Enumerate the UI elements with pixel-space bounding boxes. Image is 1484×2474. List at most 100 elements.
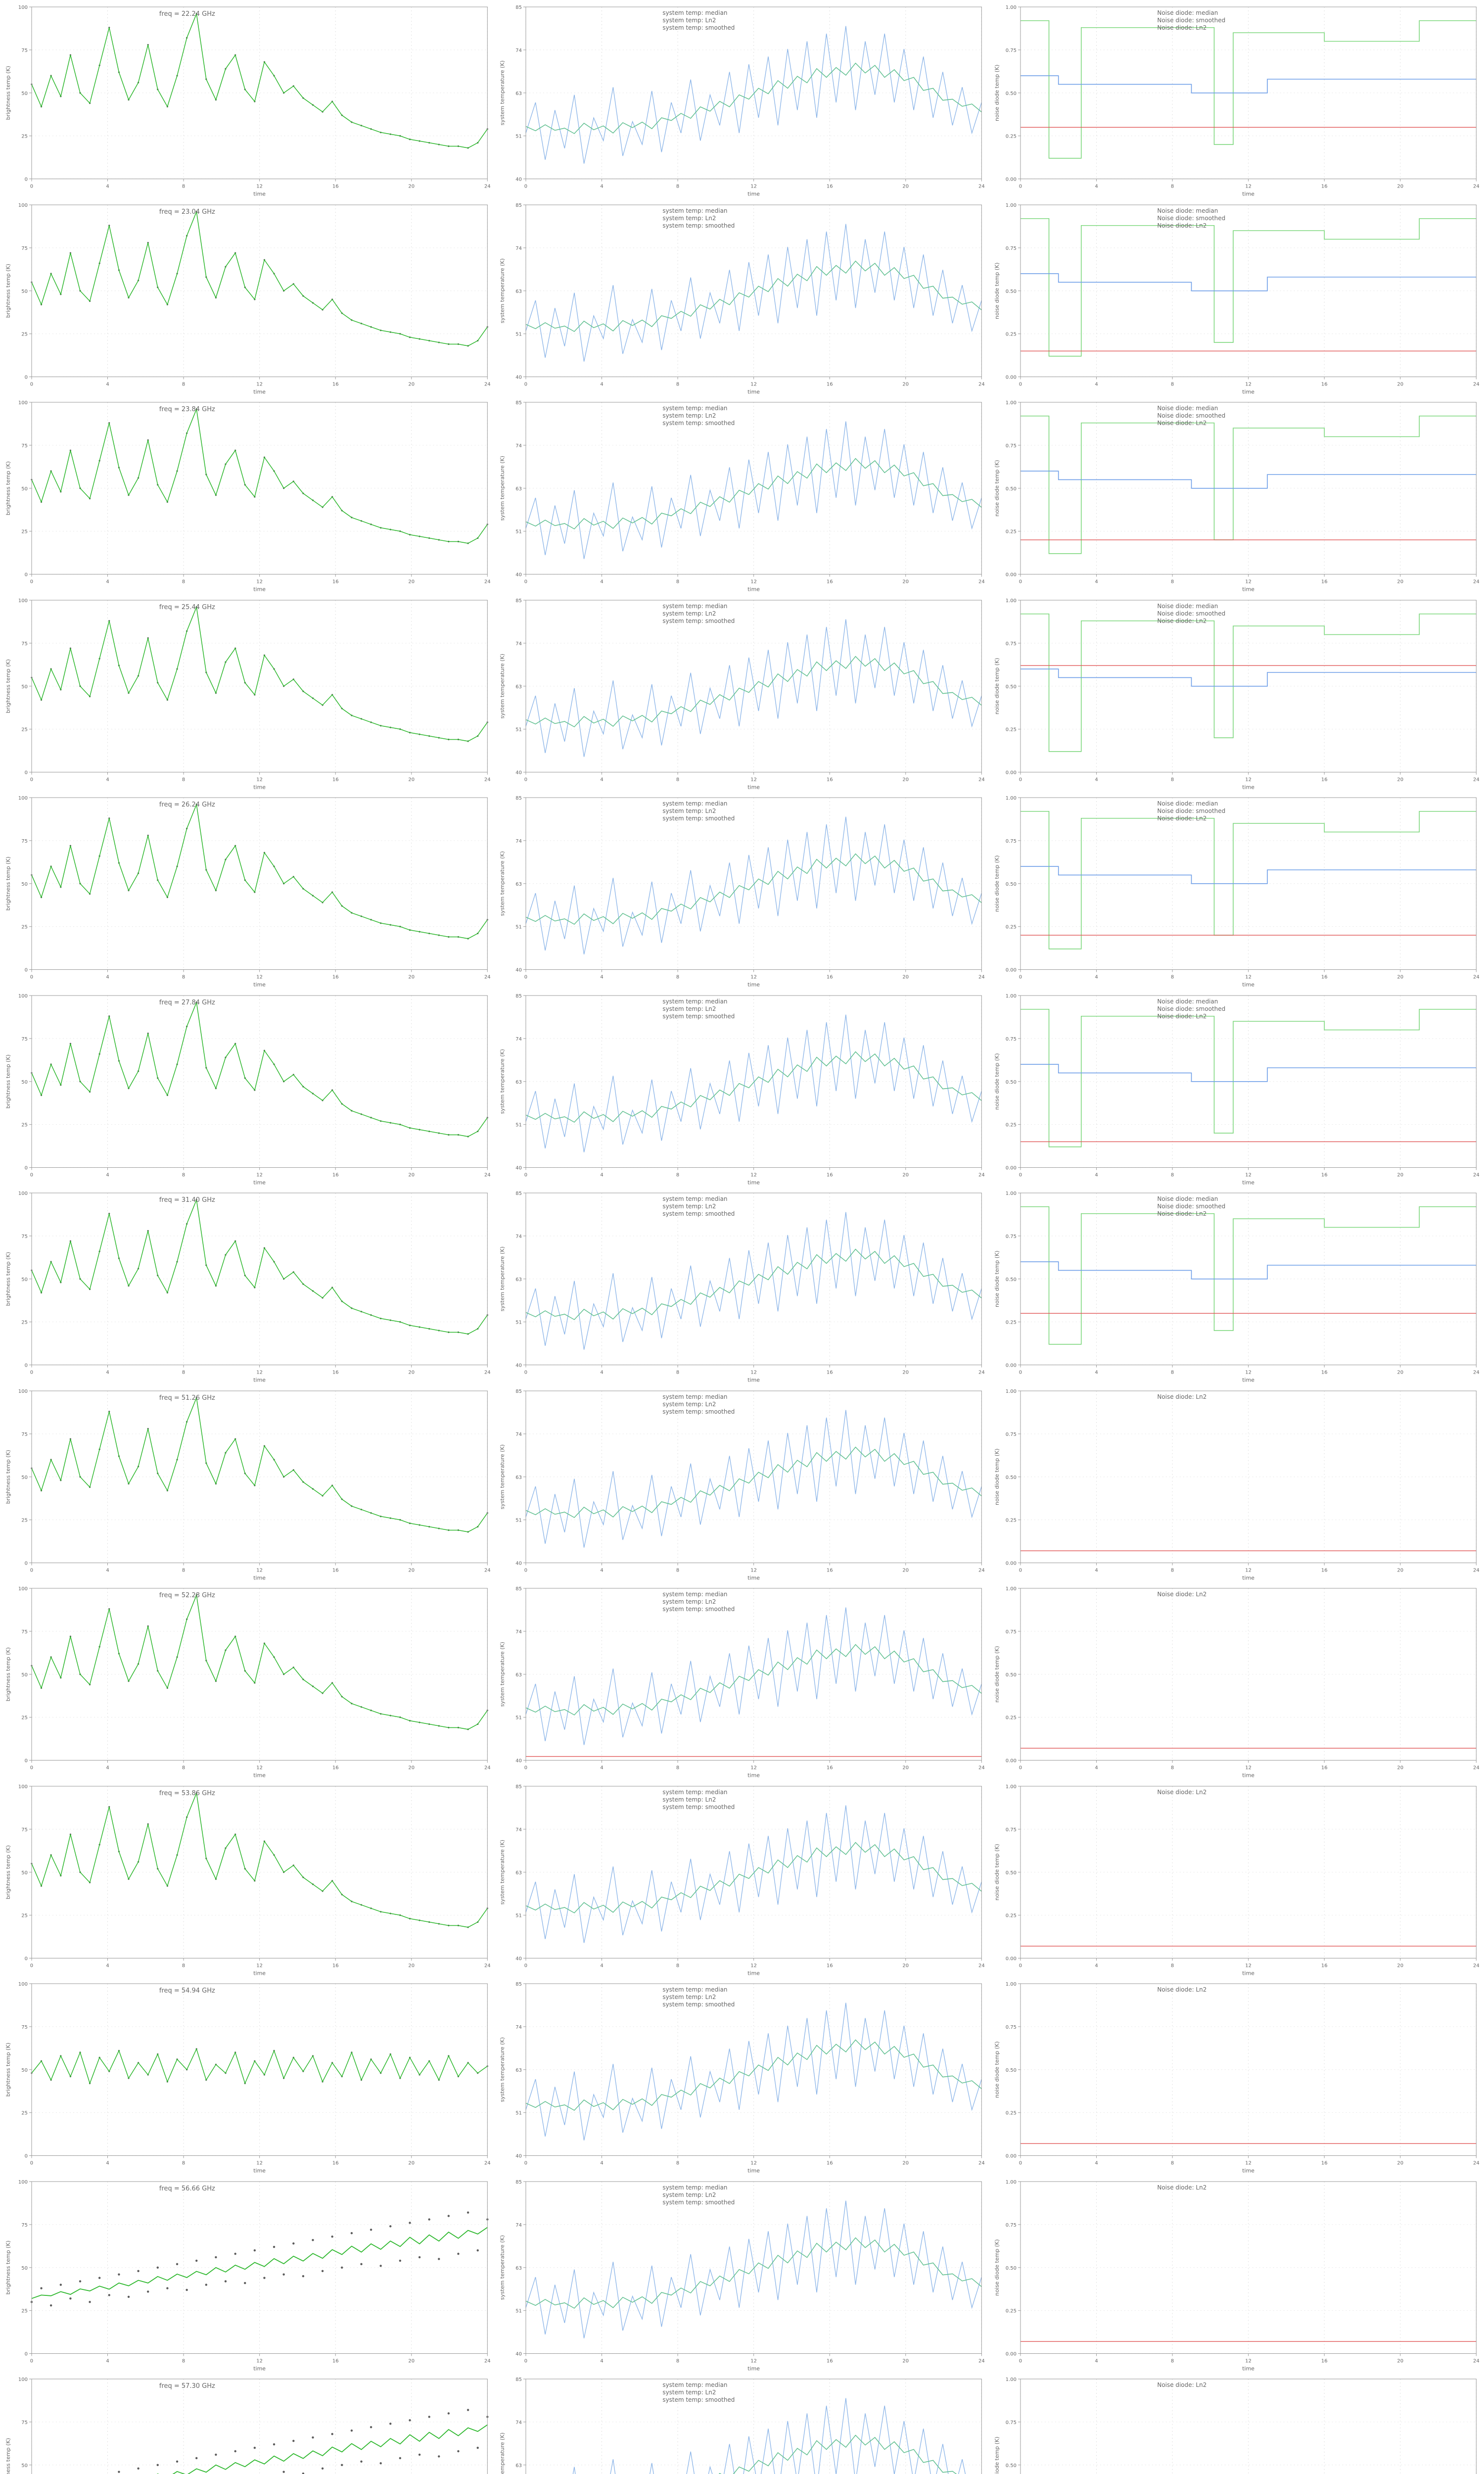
scatter-point — [447, 2412, 450, 2415]
y-tick-label: 74 — [516, 1036, 522, 1042]
x-tick-label: 4 — [106, 184, 109, 190]
y-tick-label: 75 — [21, 1431, 28, 1437]
y-tick-label: 50 — [21, 2463, 28, 2469]
y-tick-label: 0.00 — [1005, 572, 1016, 578]
x-tick-label: 16 — [827, 381, 833, 387]
scatter-point — [273, 2443, 276, 2446]
scatter-point — [69, 2297, 72, 2299]
x-tick-label: 16 — [827, 1568, 833, 1573]
legend-item: system temp: smoothed — [663, 222, 735, 229]
scatter-point — [292, 2242, 295, 2244]
scatter-point — [156, 2266, 159, 2269]
scatter-point — [331, 2433, 333, 2435]
x-tick-label: 0 — [524, 1765, 527, 1771]
y-axis-label: system temperature (K) — [499, 2037, 506, 2102]
y-tick-label: 85 — [516, 400, 522, 406]
y-tick-label: 25 — [21, 1518, 28, 1523]
y-tick-label: 40 — [516, 1363, 522, 1369]
legend-item: Noise diode: Ln2 — [1157, 420, 1206, 427]
scatter-point — [118, 2471, 120, 2473]
y-tick-label: 25 — [21, 727, 28, 732]
systemp-ln2-line — [525, 26, 982, 164]
y-axis-label: system temperature (K) — [499, 2235, 506, 2300]
x-tick-label: 16 — [1321, 1765, 1328, 1771]
legend-item: system temp: median — [663, 2381, 728, 2388]
legend-item: Noise diode: Ln2 — [1157, 1012, 1206, 1019]
x-tick-label: 24 — [484, 1963, 491, 1968]
x-tick-label: 24 — [978, 2161, 985, 2166]
scatter-point — [302, 2275, 305, 2277]
y-tick-label: 63 — [516, 1870, 522, 1875]
chart-row: 0 4 8 12 16 20 24 0 25 50 75 100 brightness temp (K)… — [3, 1584, 1481, 1780]
freq-title: freq = 54.94 GHz — [159, 1987, 215, 1995]
x-tick-label: 20 — [903, 1963, 909, 1968]
y-axis-label: noise diode temp (K) — [994, 1646, 1000, 1703]
y-tick-label: 75 — [21, 443, 28, 449]
scatter-point — [263, 2276, 266, 2279]
legend-item: system temp: median — [663, 1986, 728, 1993]
y-axis-label: system temperature (K) — [499, 2432, 506, 2474]
systemp-smoothed-line — [719, 2434, 957, 2474]
y-tick-label: 75 — [21, 839, 28, 844]
y-tick-label: 40 — [516, 968, 522, 973]
y-tick-label: 0.00 — [1005, 1561, 1016, 1566]
y-axis-label: noise diode temp (K) — [994, 2042, 1000, 2098]
x-axis-label: time — [748, 1970, 760, 1976]
x-tick-label: 0 — [30, 975, 33, 980]
brightness-panel-plot: 0 4 8 12 16 20 24 0 25 50 75 100 brightness temp (K)… — [5, 993, 491, 1186]
legend-item: system temp: median — [663, 602, 728, 609]
y-tick-label: 74 — [516, 1629, 522, 1635]
x-axis-label: time — [748, 1772, 760, 1779]
x-tick-label: 24 — [1473, 2358, 1480, 2364]
scatter-point — [118, 2273, 120, 2276]
scatter-point — [79, 2280, 82, 2283]
systemp-panel: 0 4 8 12 16 20 24 40 51 63 74 85 system temperature … — [497, 596, 986, 792]
x-axis-label: time — [748, 982, 760, 988]
x-tick-label: 16 — [332, 975, 339, 980]
y-tick-label: 51 — [516, 134, 522, 140]
x-tick-label: 12 — [751, 579, 757, 585]
scatter-point — [457, 2450, 460, 2453]
scatter-point — [186, 2288, 188, 2291]
x-tick-label: 12 — [751, 777, 757, 782]
scatter-point — [331, 2235, 333, 2237]
x-axis-label: time — [748, 1574, 760, 1581]
x-tick-label: 12 — [1245, 975, 1252, 980]
y-axis-label: brightness temp (K) — [5, 264, 11, 318]
systemp-ln2-line — [525, 619, 982, 757]
y-tick-label: 50 — [21, 1475, 28, 1480]
systemp-ln2-line — [525, 1607, 982, 1745]
y-tick-label: 85 — [516, 1982, 522, 1987]
x-tick-label: 12 — [256, 184, 263, 190]
x-tick-label: 8 — [182, 381, 185, 387]
x-tick-label: 8 — [1171, 777, 1174, 782]
x-tick-label: 24 — [978, 1172, 985, 1178]
x-tick-label: 12 — [751, 1172, 757, 1178]
x-tick-label: 8 — [676, 777, 679, 782]
x-axis-label: time — [253, 982, 266, 988]
x-tick-label: 12 — [1245, 579, 1252, 585]
x-tick-label: 12 — [256, 1765, 263, 1771]
x-tick-label: 4 — [1095, 184, 1098, 190]
scatter-point — [341, 2464, 343, 2466]
x-tick-label: 4 — [1095, 381, 1098, 387]
noise-diode-panel: 0 4 8 12 16 20 24 0.00 0.25 0.50 0.75 1.00 noise dio… — [992, 2178, 1481, 2374]
y-tick-label: 63 — [516, 2265, 522, 2271]
noise-diode-panel: 0 4 8 12 16 20 24 0.00 0.25 0.50 0.75 1.00 noise dio… — [992, 1584, 1481, 1780]
legend-item: system temp: smoothed — [663, 815, 735, 822]
y-tick-label: 100 — [18, 598, 28, 603]
x-tick-label: 16 — [1321, 1370, 1328, 1376]
y-tick-label: 51 — [516, 529, 522, 535]
x-tick-label: 20 — [903, 1172, 909, 1178]
brightness-panel-plot: 0 4 8 12 16 20 24 0 25 50 75 100 brightness temp (K)… — [5, 2179, 491, 2372]
x-tick-label: 20 — [903, 579, 909, 585]
x-axis-label: time — [1242, 2168, 1254, 2174]
scatter-point — [98, 2276, 101, 2279]
noise-diode-smoothed-line — [1020, 810, 1476, 950]
y-tick-label: 85 — [516, 993, 522, 999]
chart-row: 0 4 8 12 16 20 24 0 25 50 75 100 brightness temp (K)… — [3, 1782, 1481, 1978]
